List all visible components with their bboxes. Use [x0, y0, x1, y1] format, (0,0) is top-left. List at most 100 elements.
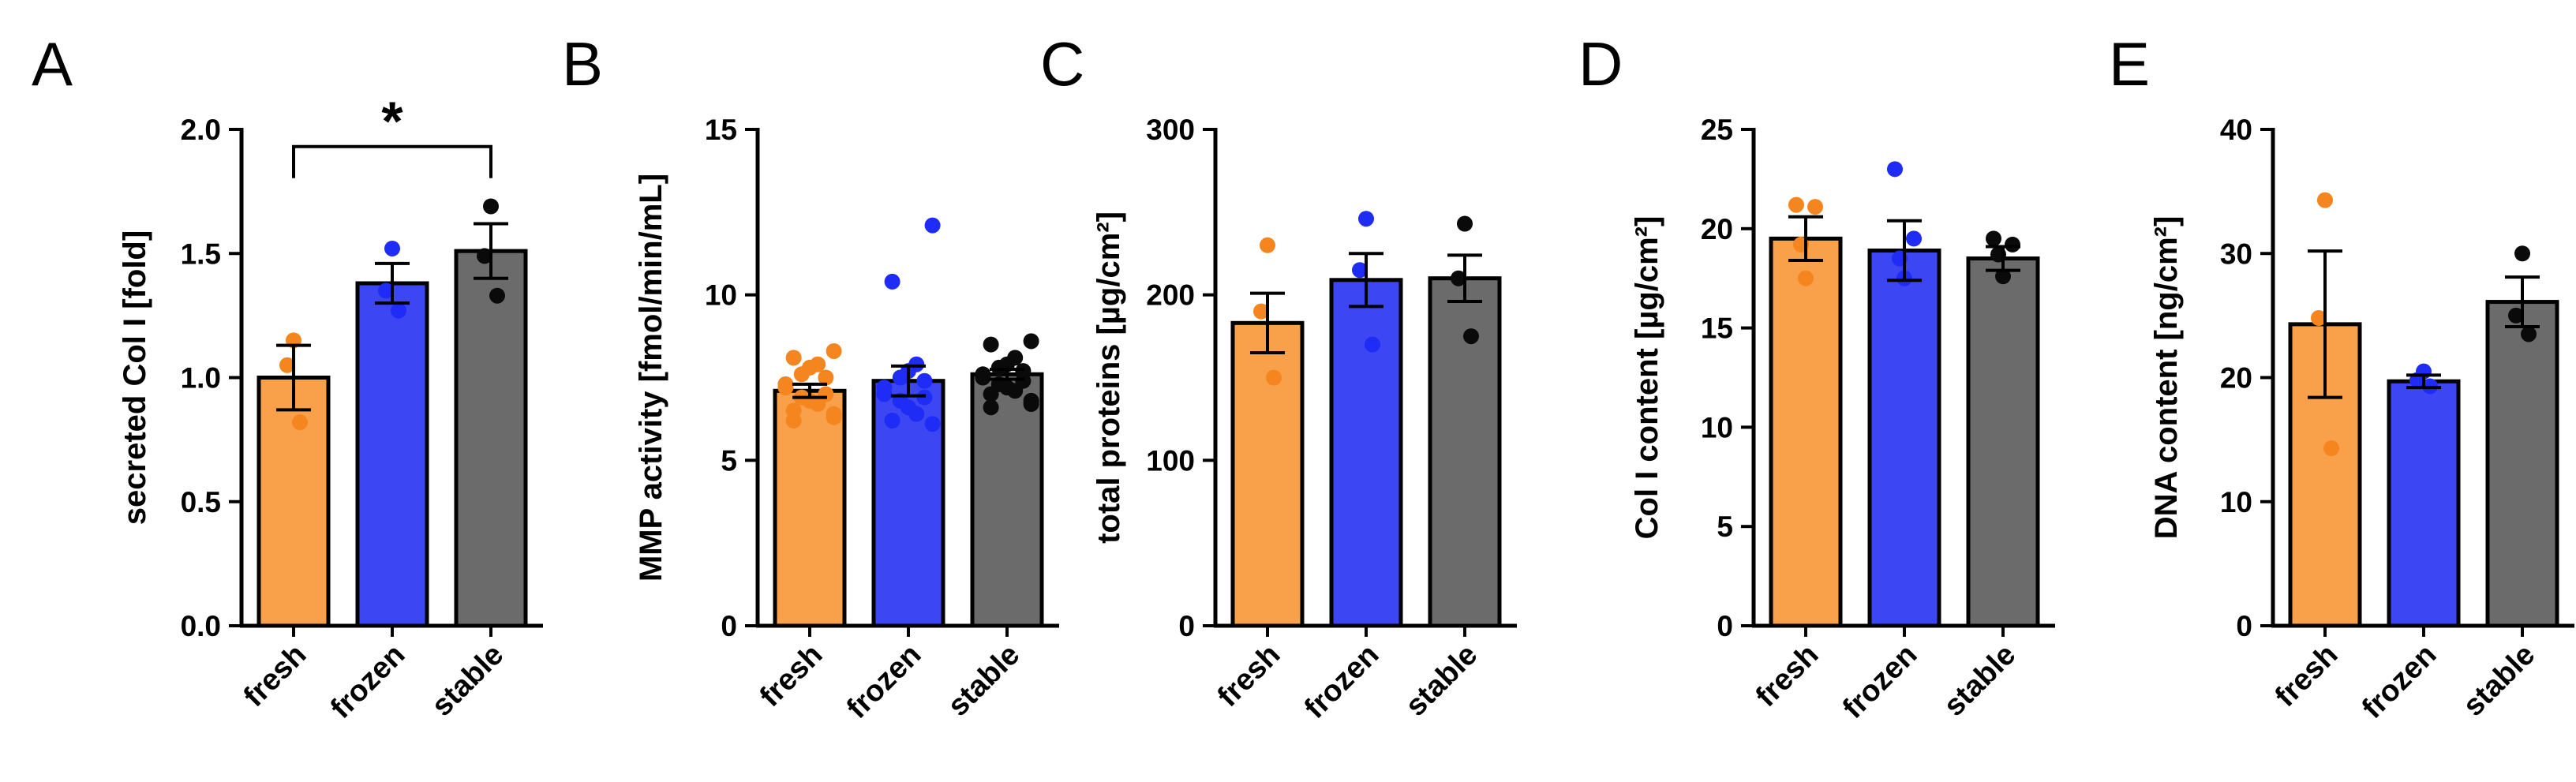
y-tick-label: 5 [721, 444, 737, 477]
significance-star: * [381, 91, 403, 152]
data-point [924, 217, 941, 234]
data-point [1253, 303, 1269, 320]
category-label: fresh [754, 638, 829, 713]
y-tick-label: 1.0 [181, 362, 221, 395]
bar-frozen [2387, 379, 2461, 628]
data-point [990, 359, 1007, 376]
y-axis-title: secreted Col I [fold] [118, 230, 152, 525]
data-point [785, 413, 802, 429]
data-point [2323, 440, 2339, 457]
data-point [777, 380, 794, 396]
data-point [975, 369, 991, 386]
category-label: fresh [1211, 638, 1286, 713]
data-point [1365, 336, 1380, 353]
data-point [983, 399, 999, 416]
data-point [826, 409, 842, 425]
y-tick-label: 10 [2220, 486, 2252, 518]
data-point [1995, 268, 2011, 285]
y-tick-label: 15 [1701, 312, 1733, 345]
data-point [892, 369, 908, 386]
bar-stable [970, 372, 1044, 628]
y-tick-label: 0.0 [181, 610, 221, 642]
data-point [292, 414, 308, 431]
data-point [826, 342, 842, 359]
data-point [1463, 328, 1479, 345]
data-point [1260, 237, 1275, 253]
category-label: stable [942, 638, 1026, 723]
data-point [279, 357, 295, 373]
bar-frozen [1867, 248, 1941, 628]
data-point [384, 240, 400, 256]
category-label: fresh [2269, 638, 2344, 713]
data-point [489, 287, 505, 304]
error-bar [990, 368, 1024, 381]
category-label: fresh [238, 638, 313, 713]
data-point [2311, 310, 2327, 327]
category-label: frozen [841, 638, 927, 725]
data-point [391, 302, 406, 319]
error-bar [1887, 219, 1922, 282]
bar-fresh [1769, 236, 1843, 628]
data-point [924, 416, 941, 432]
category-label: stable [1938, 638, 2022, 723]
y-tick-label: 20 [1701, 213, 1733, 245]
y-tick-label: 100 [1146, 444, 1195, 477]
error-bar [1349, 252, 1383, 309]
category-label: stable [425, 638, 510, 723]
error-bar [792, 382, 827, 399]
bar-stable [1428, 276, 1502, 628]
category-label: frozen [1298, 638, 1385, 725]
panel-letter: E [2109, 29, 2150, 99]
data-point [908, 406, 925, 422]
data-point [483, 198, 499, 215]
error-bar [1986, 245, 2020, 272]
data-point [378, 282, 394, 299]
data-point [1007, 383, 1024, 399]
error-bar [1447, 253, 1482, 304]
y-tick-label: 1.5 [181, 238, 221, 270]
y-tick-label: 30 [2220, 238, 2252, 270]
data-point [1358, 211, 1374, 227]
bar-stable [454, 249, 528, 628]
y-tick-label: 0 [1717, 610, 1733, 642]
panel-letter: D [1578, 29, 1623, 99]
error-bar [2505, 275, 2540, 329]
y-axis-title: Col I content [µg/cm²] [1630, 216, 1664, 540]
data-point [916, 372, 933, 389]
y-tick-label: 15 [705, 114, 737, 146]
bar-stable [1966, 256, 2040, 628]
bar-frozen [1329, 278, 1403, 628]
data-point [818, 369, 834, 386]
data-point [1986, 230, 2001, 247]
data-point [1023, 333, 1039, 350]
y-tick-label: 0 [721, 610, 737, 642]
error-bar [276, 343, 311, 412]
category-label: frozen [1837, 638, 1923, 725]
data-point [477, 248, 492, 264]
y-axis-title: DNA content [ng/cm²] [2149, 216, 2184, 540]
y-tick-label: 0 [2236, 610, 2252, 642]
category-label: frozen [324, 638, 411, 725]
error-bar [474, 222, 508, 280]
y-tick-label: 5 [1717, 511, 1733, 543]
data-point [2508, 307, 2524, 324]
data-point [884, 413, 900, 429]
y-tick-label: 200 [1146, 279, 1195, 312]
data-point [2005, 236, 2020, 253]
data-point [916, 389, 933, 406]
error-bar [375, 261, 410, 305]
y-tick-label: 25 [1701, 114, 1733, 146]
data-point [785, 350, 802, 366]
error-bar [2406, 373, 2441, 390]
y-tick-label: 0.5 [181, 486, 221, 518]
bar-stable [2485, 300, 2559, 628]
data-point [2521, 326, 2537, 342]
bar-fresh [773, 388, 847, 628]
data-point [1023, 396, 1039, 413]
data-point [1906, 230, 1922, 247]
category-label: stable [1399, 638, 1484, 723]
